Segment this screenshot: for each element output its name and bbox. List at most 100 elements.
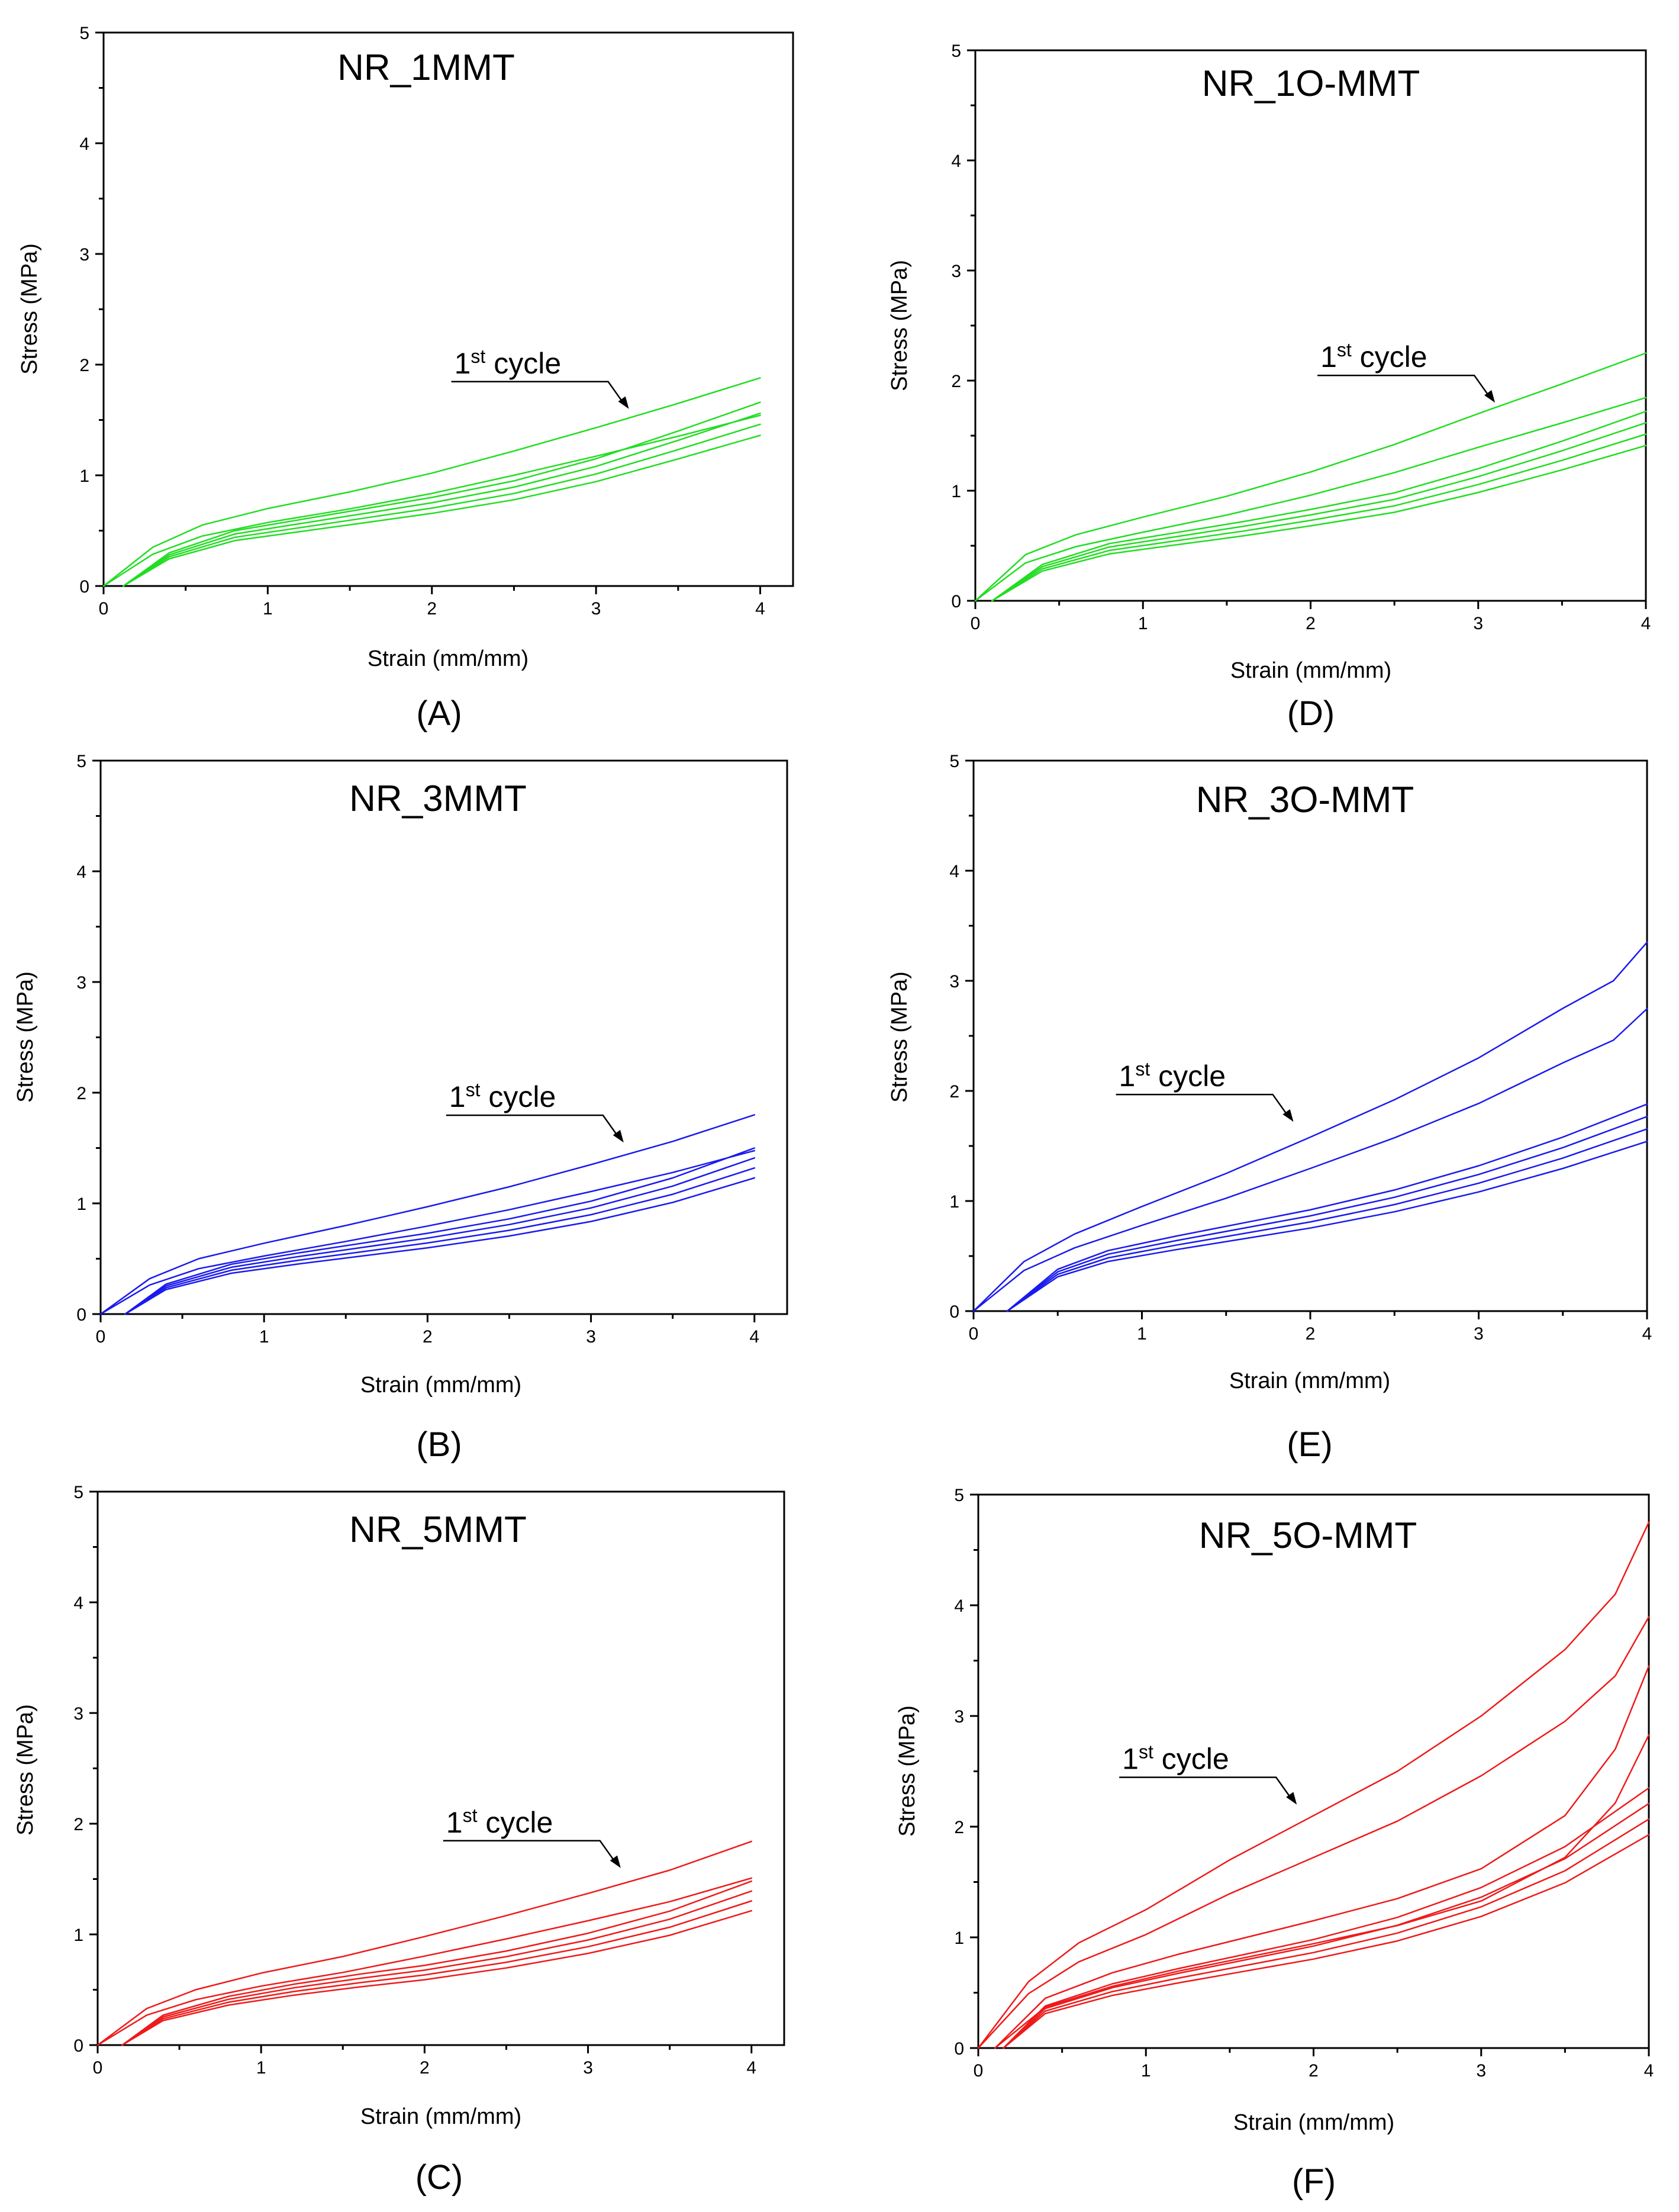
- x-tick-label: 4: [746, 2058, 756, 2078]
- x-tick-label: 0: [99, 599, 109, 619]
- y-tick-label: 4: [949, 862, 959, 881]
- y-tick-label: 3: [949, 972, 959, 991]
- y-tick-label: 4: [954, 1596, 964, 1616]
- series-line: [123, 401, 761, 587]
- y-tick-label: 0: [73, 2036, 83, 2056]
- x-tick-label: 3: [591, 599, 601, 619]
- series-cycle-line: [1006, 1116, 1648, 1312]
- series-cycle-line: [123, 412, 761, 587]
- y-tick-label: 1: [949, 1192, 959, 1212]
- x-axis-label: Strain (mm/mm): [360, 1373, 521, 1398]
- series-cycle-line: [124, 1157, 756, 1315]
- series-unload-line: [99, 1150, 756, 1315]
- y-axis-label: Stress (MPa): [895, 1705, 920, 1837]
- x-tick-label: 2: [420, 2058, 430, 2078]
- x-tick-label: 2: [427, 599, 437, 619]
- y-tick-label: 3: [73, 1704, 83, 1724]
- x-tick-label: 3: [1474, 1324, 1484, 1344]
- annotation-base: 1: [1320, 340, 1337, 374]
- series-line: [102, 377, 761, 587]
- series-line: [99, 1114, 756, 1315]
- first-cycle-annotation: 1st cycle: [443, 1805, 621, 1868]
- annotation-superscript: st: [466, 1079, 481, 1100]
- x-tick-label: 0: [974, 2061, 984, 2081]
- panel-tag: (A): [416, 694, 462, 733]
- x-tick-label: 3: [1473, 614, 1483, 633]
- panel-title: NR_1O-MMT: [1202, 63, 1420, 104]
- y-tick-label: 0: [949, 1302, 959, 1322]
- series-unload-line: [1003, 1834, 1650, 2049]
- y-tick-label: 3: [951, 262, 961, 281]
- first-cycle-annotation: 1st cycle: [1116, 1058, 1294, 1122]
- annotation-rest: cycle: [1352, 340, 1427, 374]
- series-line: [977, 1521, 1650, 2049]
- x-tick-label: 4: [1642, 1324, 1652, 1344]
- y-tick-label: 5: [949, 752, 959, 771]
- annotation-superscript: st: [1139, 1741, 1153, 1763]
- series-cycle-line: [121, 1900, 753, 2046]
- y-tick-label: 1: [79, 466, 89, 486]
- annotation-base: 1: [455, 347, 471, 380]
- stress-strain-curves: [96, 1840, 753, 2046]
- annotation-arrowhead: [613, 1129, 624, 1143]
- x-axis-label: Strain (mm/mm): [368, 646, 528, 671]
- y-axis-label: Stress (MPa): [13, 971, 38, 1103]
- series-unload-line: [124, 1177, 756, 1315]
- x-tick-label: 4: [749, 1327, 759, 1347]
- series-cycle-line: [123, 423, 761, 587]
- stress-strain-curves: [972, 941, 1648, 1312]
- series-line: [974, 352, 1647, 602]
- annotation-label: 1st cycle: [455, 346, 562, 380]
- x-tick-label: 3: [583, 2058, 593, 2078]
- series-cycle-line: [991, 422, 1647, 602]
- series-line: [1006, 1103, 1648, 1312]
- series-unload-line: [994, 1734, 1650, 2049]
- axis-ticks: 0 1 2 3 4 0 1 2 3 4 5: [73, 1483, 756, 2078]
- annotation-leader-line: [1317, 374, 1491, 398]
- x-tick-label: 4: [755, 599, 765, 619]
- panel-tag: (E): [1287, 1425, 1332, 1464]
- axis-ticks: 0 1 2 3 4 0 1 2 3 4 5: [79, 24, 765, 619]
- panel-title: NR_3MMT: [349, 778, 527, 819]
- annotation-arrowhead: [1484, 390, 1496, 403]
- y-tick-label: 2: [73, 1815, 83, 1834]
- panel-title: NR_5O-MMT: [1199, 1515, 1417, 1556]
- annotation-label: 1st cycle: [446, 1805, 553, 1839]
- series-cycle-line: [1003, 1802, 1650, 2049]
- plot-frame: [977, 1493, 1650, 2049]
- x-axis-label: Strain (mm/mm): [1233, 2110, 1394, 2135]
- x-tick-label: 0: [93, 2058, 103, 2078]
- y-tick-label: 3: [76, 973, 86, 993]
- x-tick-label: 0: [971, 614, 981, 633]
- plot-frame: [102, 31, 794, 587]
- x-axis-label: Strain (mm/mm): [360, 2104, 521, 2129]
- series-unload-line: [974, 397, 1647, 602]
- annotation-leader-line: [443, 1840, 617, 1864]
- series-line: [1003, 1787, 1650, 2049]
- y-tick-label: 2: [949, 1082, 959, 1102]
- annotation-superscript: st: [470, 346, 485, 367]
- series-line: [994, 1665, 1650, 2049]
- x-tick-label: 1: [1141, 2061, 1151, 2081]
- first-cycle-annotation: 1st cycle: [446, 1079, 624, 1143]
- first-cycle-annotation: 1st cycle: [451, 346, 629, 409]
- y-tick-label: 2: [954, 1818, 964, 1837]
- y-tick-label: 0: [76, 1305, 86, 1325]
- y-tick-label: 1: [954, 1928, 964, 1948]
- x-tick-label: 3: [1476, 2061, 1486, 2081]
- annotation-label: 1st cycle: [449, 1079, 556, 1113]
- annotation-leader-line: [1119, 1776, 1293, 1801]
- x-tick-label: 1: [1138, 614, 1148, 633]
- panel-title: NR_3O-MMT: [1196, 780, 1414, 820]
- y-tick-label: 5: [76, 752, 86, 771]
- stress-strain-curves: [977, 1521, 1650, 2049]
- x-tick-label: 0: [96, 1327, 106, 1347]
- y-axis-label: Stress (MPa): [17, 243, 42, 375]
- stress-strain-curves: [974, 352, 1647, 602]
- series-unload-line: [123, 434, 761, 587]
- y-tick-label: 3: [954, 1707, 964, 1727]
- series-unload-line: [102, 414, 761, 587]
